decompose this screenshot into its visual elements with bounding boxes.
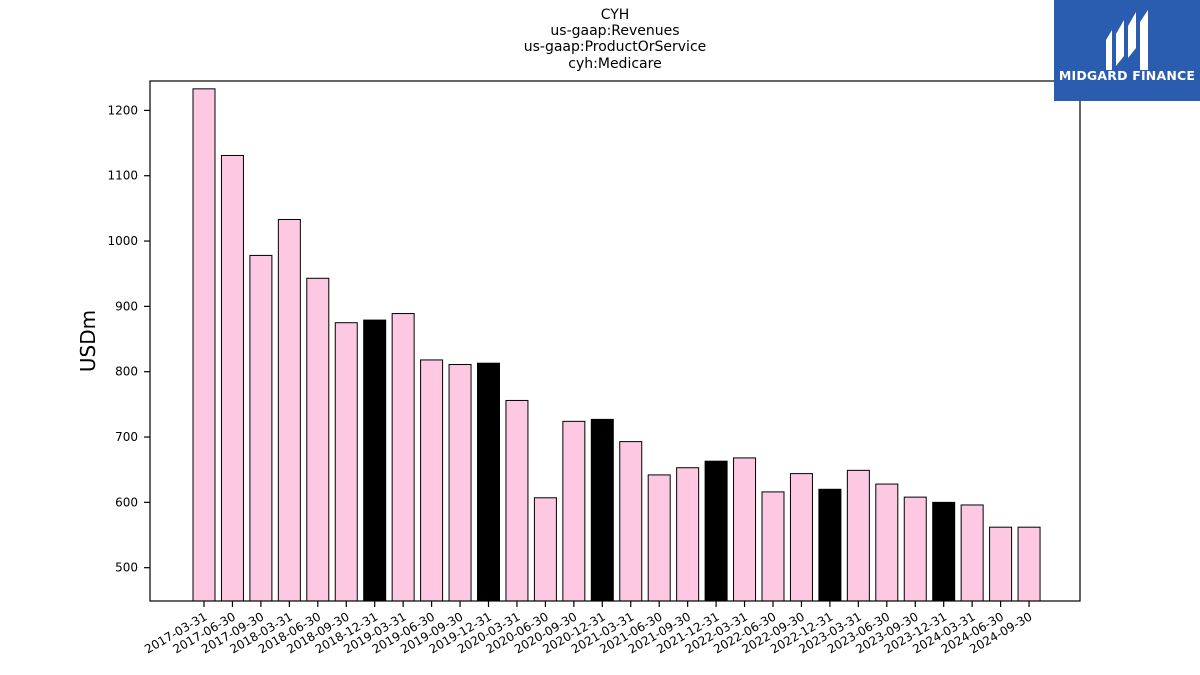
- bar: [277, 218, 301, 602]
- bar: [363, 319, 387, 602]
- bar: [477, 362, 500, 602]
- bar: [875, 483, 899, 602]
- y-tick-label: 500: [115, 561, 138, 575]
- bar: [704, 460, 728, 602]
- bar: [505, 399, 529, 602]
- chart-title-line-3: us-gaap:ProductOrService: [523, 39, 707, 55]
- bar: [306, 277, 330, 602]
- chart-title-line-2: us-gaap:Revenues: [550, 23, 680, 39]
- y-tick-label: 1200: [107, 103, 138, 117]
- bar: [789, 473, 813, 602]
- y-tick-label: 1000: [107, 234, 138, 248]
- bar: [249, 254, 273, 602]
- bar: [903, 496, 927, 602]
- bar: [733, 457, 757, 602]
- midgard-logo-icon: [1106, 10, 1148, 70]
- bar: [647, 474, 671, 602]
- bar: [391, 313, 415, 602]
- bar: [334, 322, 358, 602]
- y-tick-label: 800: [115, 365, 138, 379]
- bar: [676, 467, 700, 602]
- bar: [818, 488, 842, 602]
- bar: [761, 491, 785, 602]
- midgard-finance-logo: MIDGARD FINANCE: [1054, 0, 1200, 101]
- y-tick-label: 700: [115, 430, 138, 444]
- bar: [932, 501, 956, 602]
- bar: [220, 154, 244, 602]
- bar: [590, 418, 614, 602]
- bar: [192, 88, 216, 602]
- bar: [960, 504, 984, 602]
- bar: [1017, 526, 1041, 602]
- y-tick-label: 600: [115, 495, 138, 509]
- y-tick-label: 1100: [107, 169, 138, 183]
- y-tick-label: 900: [115, 299, 138, 313]
- bar: [448, 364, 472, 602]
- logo-text: MIDGARD FINANCE: [1058, 68, 1196, 83]
- bar: [989, 526, 1013, 602]
- chart-title-line-1: CYH: [600, 7, 630, 23]
- bar: [420, 359, 444, 602]
- bar: [619, 441, 643, 602]
- bar: [562, 420, 586, 602]
- chart-title-line-4: cyh:Medicare: [568, 56, 662, 72]
- bar: [533, 497, 557, 602]
- y-axis-label: USDm: [76, 310, 100, 372]
- bar: [846, 469, 870, 602]
- plot-frame: [149, 80, 1081, 602]
